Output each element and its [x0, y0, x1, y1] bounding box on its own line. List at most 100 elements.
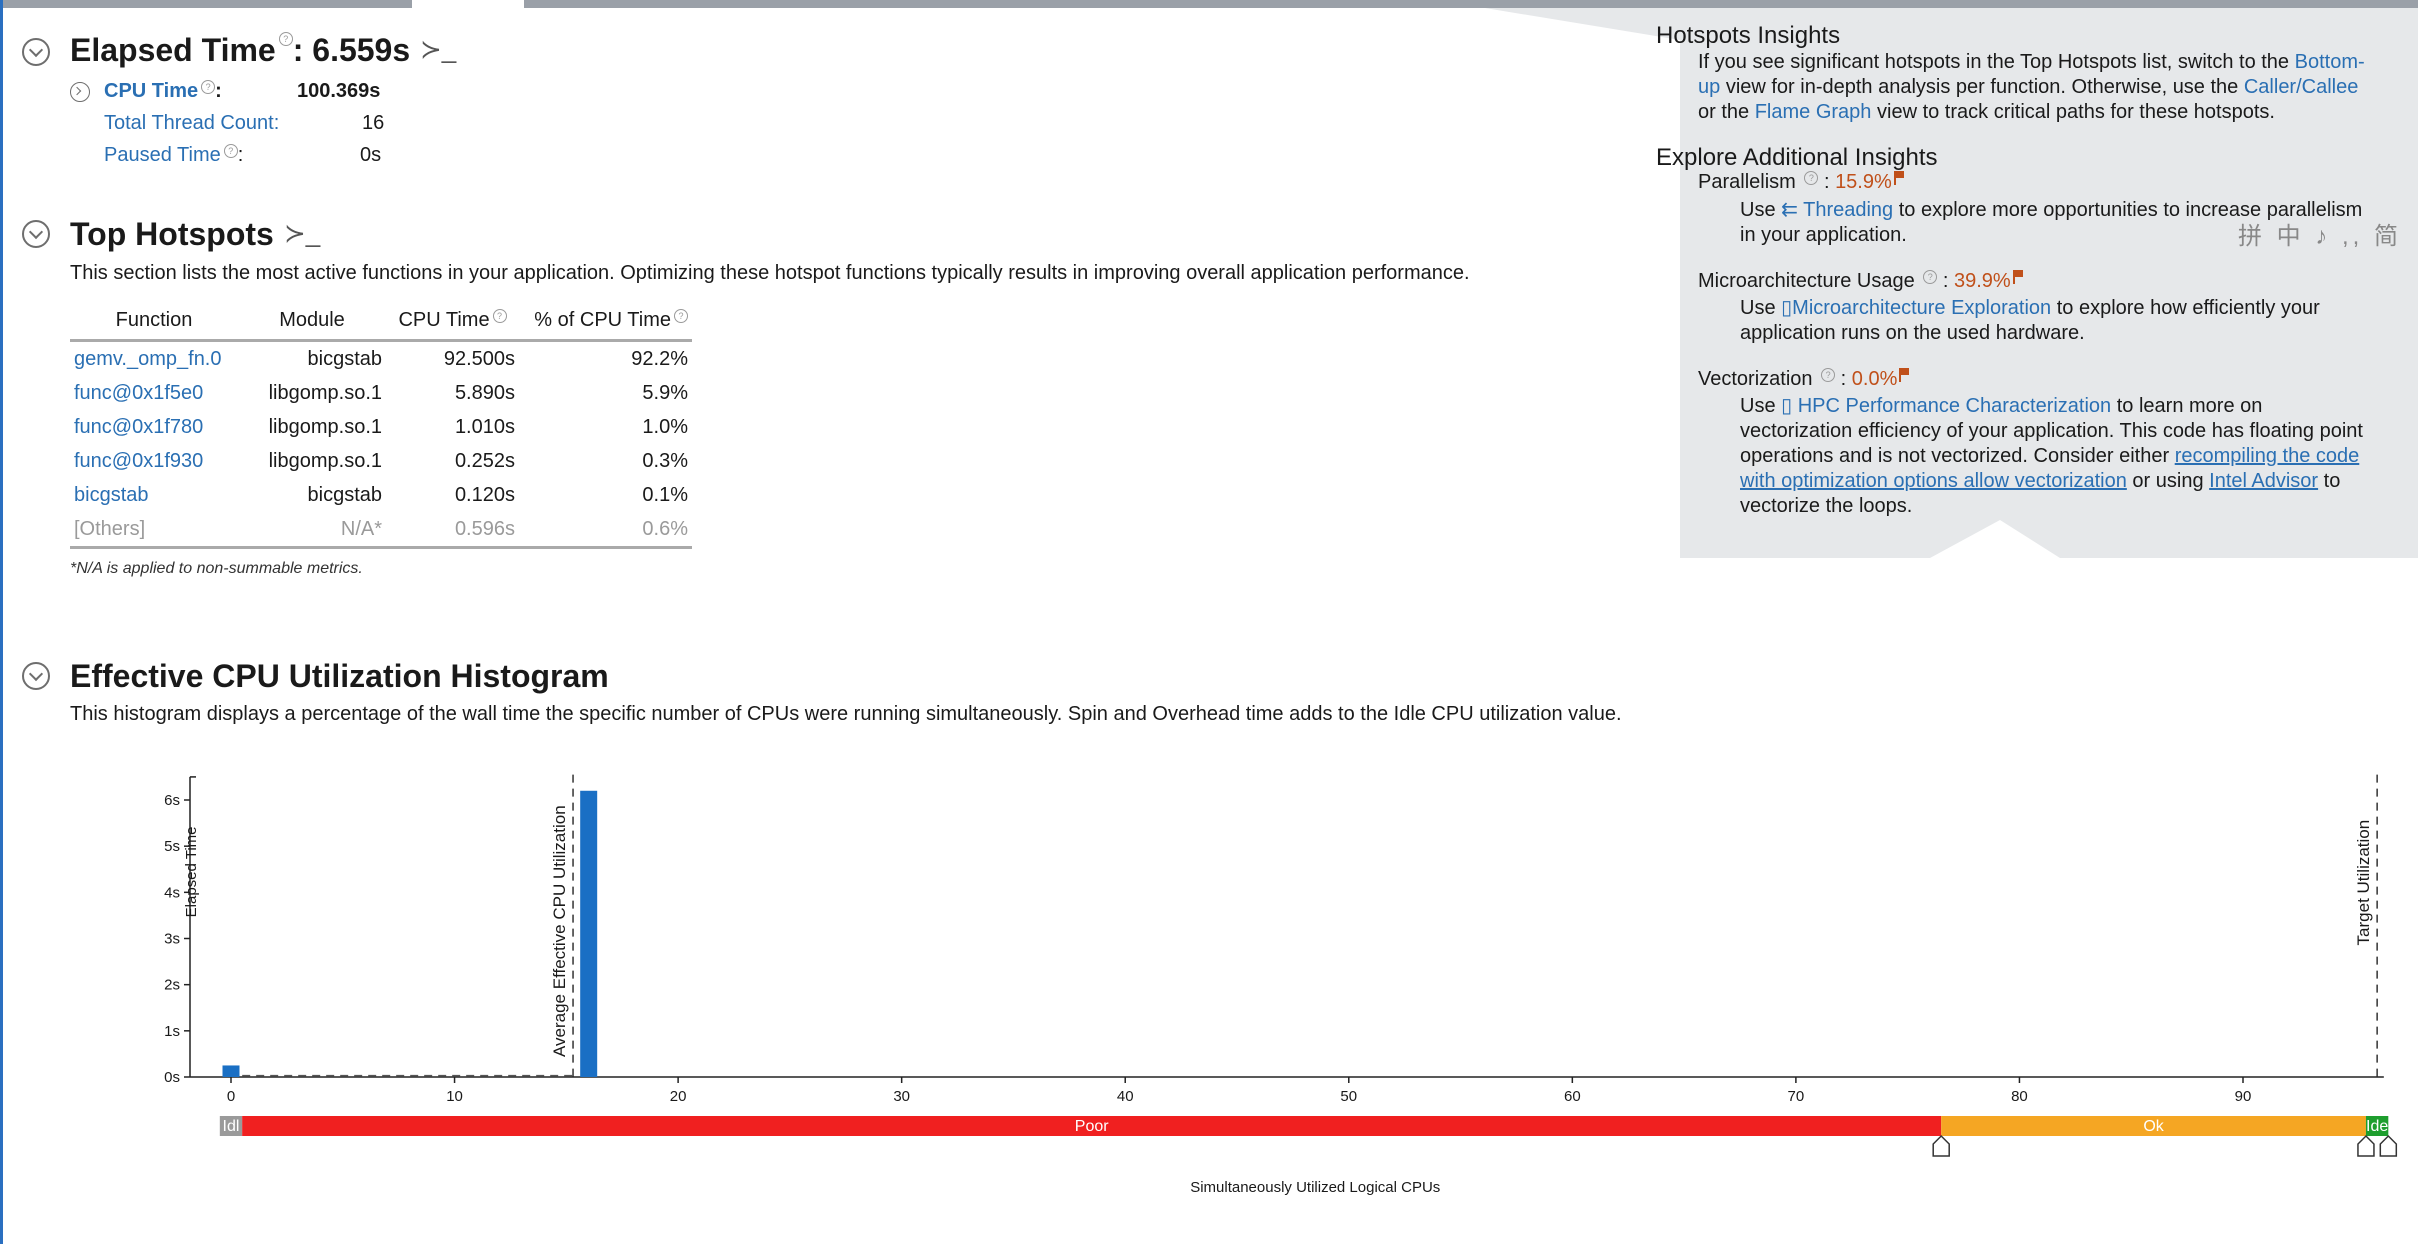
cpu-time-cell: 5.890s	[454, 381, 515, 404]
x-tick-label: 0	[227, 1088, 235, 1105]
function-link[interactable]: func@0x1f5e0	[74, 381, 204, 404]
insights-text: to learn more on	[2116, 395, 2263, 417]
help-icon[interactable]: ?	[201, 80, 216, 94]
na-footnote: *N/A is applied to non-summable metrics.	[70, 560, 363, 577]
cpu-time-cell: 0.252s	[454, 449, 515, 472]
use-text: Use	[1740, 297, 1776, 319]
intel-advisor-link[interactable]: Intel Advisor	[2209, 470, 2319, 492]
flag-icon	[2012, 270, 2023, 284]
microarch-link-label: Microarchitecture Exploration	[1792, 297, 2052, 319]
insights-text: application runs on the used hardware.	[1740, 322, 2085, 344]
help-icon[interactable]: ?	[1923, 270, 1938, 284]
insights-text: If you see significant hotspots in the T…	[1698, 51, 2290, 73]
y-tick-label: 6s	[164, 792, 180, 809]
histogram-collapse-toggle[interactable]	[22, 662, 50, 690]
column-header-cpu-time[interactable]: CPU Time?	[386, 307, 519, 342]
help-icon[interactable]: ?	[1821, 368, 1836, 382]
pct-cell: 1.0%	[642, 415, 688, 438]
use-text: Use	[1740, 395, 1776, 417]
bottom-up-link-cont[interactable]: up	[1698, 76, 1721, 98]
ime-toolbar[interactable]: 拼 中 ♪ ,, 简	[2238, 223, 2403, 250]
metric-colon: :	[1840, 368, 1847, 390]
utilization-band-label: Ok	[2143, 1118, 2164, 1135]
cpu-time-expand-toggle[interactable]	[70, 82, 90, 102]
column-header-function[interactable]: Function	[70, 307, 238, 342]
bottom-up-link[interactable]: Bottom-	[2294, 51, 2365, 73]
command-prompt-icon[interactable]: ≻_	[420, 34, 457, 64]
x-tick-label: 40	[1117, 1088, 1134, 1105]
elapsed-value: : 6.559s	[292, 32, 411, 68]
column-header-module[interactable]: Module	[238, 307, 386, 342]
threshold-handle	[2379, 1134, 2398, 1157]
function-link[interactable]: bicgstab	[74, 483, 149, 506]
elapsed-time-heading: Elapsed Time?: 6.559s	[70, 32, 410, 69]
caller-callee-link[interactable]: Caller/Callee	[2243, 76, 2359, 98]
utilization-band	[1941, 1116, 2366, 1136]
hotspots-collapse-toggle[interactable]	[22, 220, 50, 248]
recompiling-link[interactable]: recompiling the code	[2174, 445, 2360, 467]
y-tick-label: 0s	[164, 1069, 180, 1086]
table-row[interactable]: func@0x1f5e0 libgomp.so.1 5.890s 5.9%	[70, 376, 692, 410]
microarch-metric: Microarchitecture Usage ? : 39.9%	[1698, 270, 2023, 293]
y-tick-label: 2s	[164, 977, 180, 994]
left-border	[0, 0, 3, 1244]
column-header-label: Module	[279, 308, 345, 331]
table-row[interactable]: bicgstab bicgstab 0.120s 0.1%	[70, 478, 692, 512]
total-thread-count-label[interactable]: Total Thread Count:	[104, 112, 280, 134]
average-utilization-label: Average Effective CPU Utilization	[550, 805, 569, 1057]
table-row[interactable]: gemv._omp_fn.0 bicgstab 92.500s 92.2%	[70, 341, 692, 377]
help-icon[interactable]: ?	[674, 308, 688, 323]
help-icon[interactable]: ?	[492, 308, 507, 323]
help-icon[interactable]: ?	[278, 32, 293, 46]
command-prompt-icon[interactable]: ≻_	[284, 218, 321, 248]
paused-time-label[interactable]: Paused Time?:	[104, 144, 243, 167]
insights-text: or the	[1698, 101, 1750, 123]
parallelism-metric: Parallelism ? : 15.9%	[1698, 171, 1904, 194]
table-row[interactable]: func@0x1f930 libgomp.so.1 0.252s 0.3%	[70, 444, 692, 478]
total-thread-count-value: 16	[362, 112, 385, 134]
insights-text: or using	[2132, 470, 2204, 492]
insights-text: to explore more opportunities to increas…	[1898, 199, 2363, 221]
vectorization-value: 0.0%	[1851, 368, 1898, 390]
elapsed-collapse-toggle[interactable]	[22, 38, 50, 66]
y-tick-label: 4s	[164, 884, 180, 901]
insights-text: in your application.	[1740, 224, 1907, 246]
microarch-text: Use ▯Microarchitecture Exploration to ex…	[1740, 296, 2320, 346]
x-tick-label: 70	[1788, 1088, 1805, 1105]
module-cell: bicgstab	[307, 483, 383, 506]
threading-link-label: Threading	[1803, 199, 1894, 221]
function-link[interactable]: func@0x1f780	[74, 415, 204, 438]
paused-time-value: 0s	[360, 144, 382, 166]
column-header-label: Function	[115, 308, 193, 331]
pct-cell: 0.1%	[642, 483, 688, 506]
column-header-pct-cpu-time[interactable]: % of CPU Time?	[519, 307, 692, 342]
flame-graph-link[interactable]: Flame Graph	[1754, 101, 1872, 123]
function-link[interactable]: func@0x1f930	[74, 449, 204, 472]
active-tab[interactable]	[412, 0, 524, 8]
flag-icon	[1893, 171, 1904, 185]
hpc-characterization-link[interactable]: ▯ HPC Performance Characterization	[1781, 395, 2111, 417]
utilization-band-label: Poor	[1075, 1118, 1109, 1135]
help-icon[interactable]: ?	[223, 144, 238, 158]
pct-cell: 0.6%	[519, 512, 692, 549]
insights-text: to	[2323, 470, 2341, 492]
x-tick-label: 10	[446, 1088, 463, 1105]
y-tick-label: 1s	[164, 1023, 180, 1040]
paused-time-label-text: Paused Time	[104, 144, 221, 166]
microarch-exploration-link[interactable]: ▯Microarchitecture Exploration	[1781, 297, 2051, 319]
utilization-band-label: Idl	[223, 1118, 240, 1135]
table-row[interactable]: func@0x1f780 libgomp.so.1 1.010s 1.0%	[70, 410, 692, 444]
function-link[interactable]: gemv._omp_fn.0	[74, 347, 222, 370]
insights-text: to explore how efficiently your	[2056, 297, 2320, 319]
histogram-bar	[580, 790, 598, 1077]
vectorization-metric: Vectorization ? : 0.0%	[1698, 368, 1910, 391]
hpc-link-label: HPC Performance Characterization	[1797, 395, 2112, 417]
hotspots-table: Function Module CPU Time? % of CPU Time?…	[70, 307, 692, 549]
recompiling-link-cont[interactable]: with optimization options allow vectoriz…	[1740, 470, 2127, 492]
cpu-time-value: 100.369s	[297, 80, 381, 102]
insights-text: vectorization efficiency of your applica…	[1740, 420, 2363, 442]
help-icon[interactable]: ?	[1804, 171, 1819, 185]
cpu-time-cell: 0.596s	[386, 512, 519, 549]
threading-link[interactable]: ⇇ Threading	[1781, 199, 1893, 221]
cpu-time-label[interactable]: CPU Time?:	[104, 80, 222, 103]
